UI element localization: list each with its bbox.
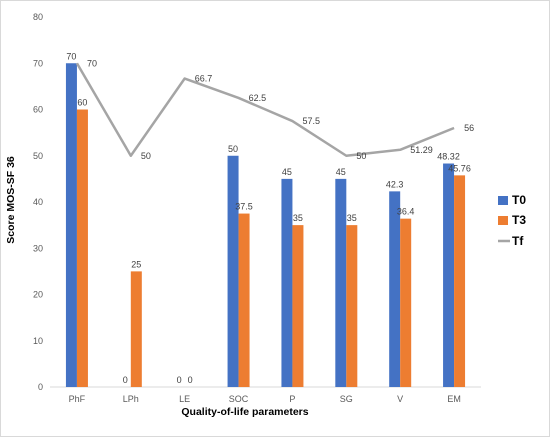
data-label-t3: 60: [77, 98, 87, 108]
data-label-t3: 36.4: [397, 207, 415, 217]
bar-t0-em: [443, 163, 455, 387]
data-label-tf: 70: [87, 58, 97, 68]
data-label-tf: 57.5: [302, 116, 320, 126]
data-label-t0: 50: [228, 144, 238, 154]
x-axis-title: Quality-of-life parameters: [181, 406, 308, 418]
x-tick-label: LE: [179, 394, 190, 404]
legend-label-t3: T3: [512, 213, 526, 227]
bar-t3-sg: [346, 225, 358, 387]
bar-t3-soc: [238, 213, 250, 387]
y-tick-label: 50: [33, 151, 43, 161]
y-tick-label: 60: [33, 105, 43, 115]
legend-swatch-t0: [498, 196, 508, 205]
y-tick-label: 20: [33, 290, 43, 300]
data-label-tf: 66.7: [195, 74, 213, 84]
data-label-tf: 50: [356, 151, 366, 161]
legend-label-t0: T0: [512, 193, 526, 207]
y-tick-label: 40: [33, 197, 43, 207]
data-label-t3: 35: [293, 213, 303, 223]
line-tf: [75, 62, 455, 157]
data-label-t3: 35: [347, 213, 357, 223]
data-label-t3: 25: [131, 259, 141, 269]
data-label-t0: 45: [336, 167, 346, 177]
bar-t3-p: [292, 225, 304, 387]
bar-t0-soc: [227, 155, 239, 387]
data-label-t3: 37.5: [235, 202, 253, 212]
x-tick-label: P: [289, 394, 295, 404]
legend-label-tf: Tf: [512, 234, 524, 248]
bar-t3-v: [400, 218, 412, 387]
bar-t0-phf: [65, 63, 77, 387]
y-tick-label: 0: [38, 382, 43, 392]
y-tick-label: 70: [33, 58, 43, 68]
y-tick-label: 30: [33, 243, 43, 253]
data-label-tf: 62.5: [249, 93, 267, 103]
data-label-t0: 70: [66, 51, 76, 61]
bar-t0-v: [389, 191, 401, 387]
x-tick-label: SG: [340, 394, 353, 404]
y-tick-label: 80: [33, 12, 43, 22]
data-label-t3: 45.76: [448, 163, 471, 173]
data-label-t0: 0: [177, 375, 182, 385]
legend-swatch-t3: [498, 216, 508, 225]
data-label-t0: 45: [282, 167, 292, 177]
data-label-tf: 56: [464, 123, 474, 133]
x-tick-label: V: [397, 394, 403, 404]
x-tick-label: SOC: [229, 394, 249, 404]
data-label-t0: 48.32: [437, 152, 460, 162]
x-tick-label: PhF: [69, 394, 86, 404]
data-label-t0: 42.3: [386, 179, 404, 189]
data-label-tf: 51.29: [410, 145, 433, 155]
data-label-t0: 0: [123, 375, 128, 385]
bar-t3-em: [454, 175, 466, 387]
data-label-t3: 0: [188, 375, 193, 385]
bar-t0-sg: [335, 178, 347, 387]
data-label-tf: 50: [141, 151, 151, 161]
bar-t0-p: [281, 178, 293, 387]
y-axis-title: Score MOS-SF 36: [5, 156, 17, 244]
x-tick-label: LPh: [123, 394, 139, 404]
x-tick-label: EM: [447, 394, 461, 404]
y-tick-label: 10: [33, 336, 43, 346]
bar-t3-lph: [130, 271, 142, 387]
bar-t3-phf: [76, 109, 88, 387]
